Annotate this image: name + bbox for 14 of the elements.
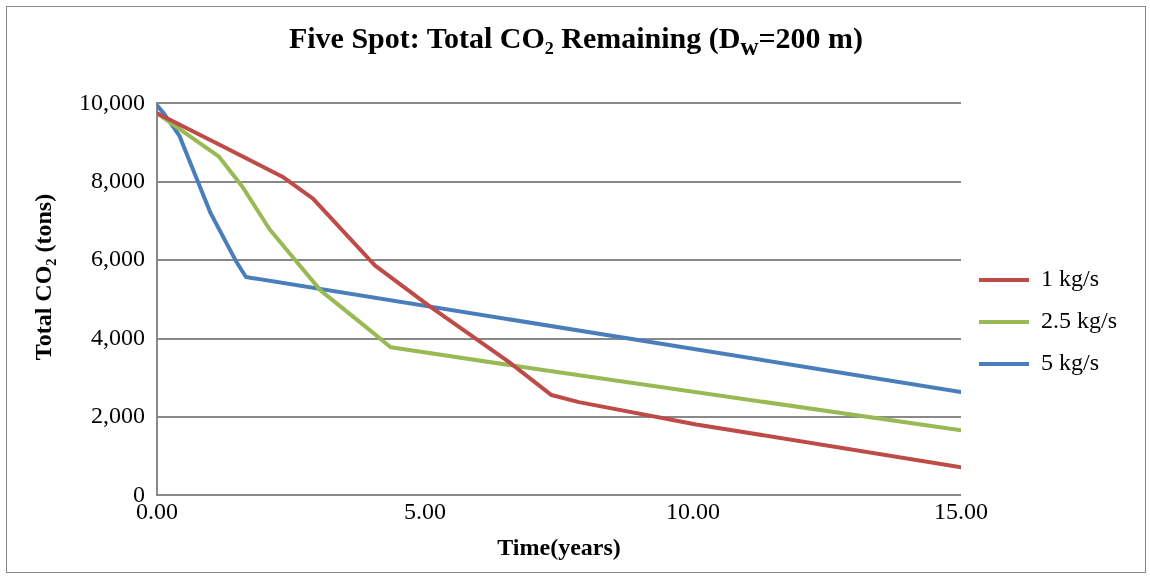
y-tick-label: 8,000 xyxy=(91,167,145,194)
y-tick-label: 6,000 xyxy=(91,245,145,272)
y-tick-label: 10,000 xyxy=(79,88,145,115)
chart-title: Five Spot: Total CO₂ Remaining (D$_{w}$=200 m) xyxy=(287,21,865,61)
y-axis-title: Total CO₂ (tons) xyxy=(29,193,57,361)
x-tick-label: 10.00 xyxy=(665,498,720,525)
y-tick-label: 4,000 xyxy=(91,323,145,350)
x-tick-label: 5.00 xyxy=(404,498,446,525)
x-tick-label: 15.00 xyxy=(933,498,988,525)
x-axis-title: Time(years) xyxy=(497,533,621,560)
legend-label: 1 kg/s xyxy=(1040,265,1100,292)
legend-label: 5 kg/s xyxy=(1040,349,1100,376)
y-tick-label: 2,000 xyxy=(91,402,145,429)
legend-label: 2.5 kg/s xyxy=(1040,307,1118,334)
